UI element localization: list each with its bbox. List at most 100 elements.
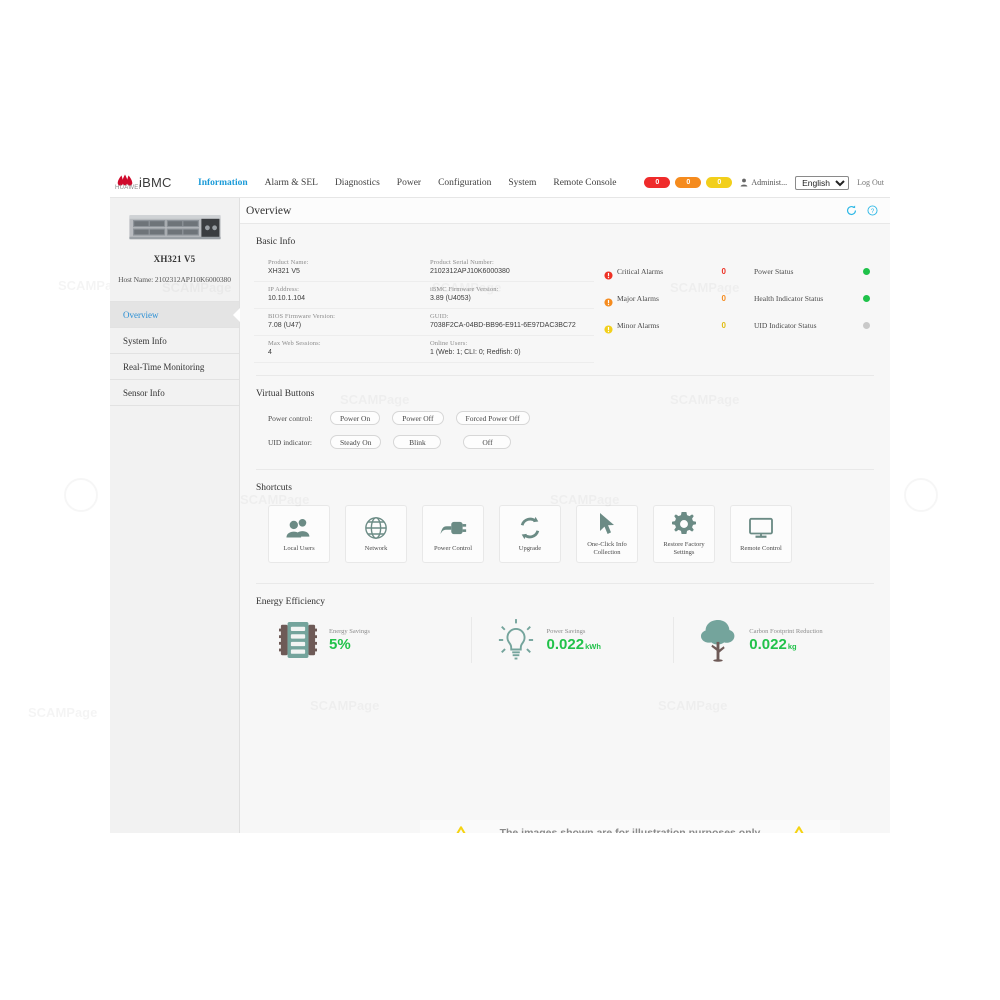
shortcut-label: Restore Factory Settings	[663, 540, 705, 556]
nav-item-remote-console[interactable]: Remote Console	[553, 177, 617, 188]
bulb-icon	[494, 617, 538, 663]
steady-on-button[interactable]: Steady On	[330, 435, 382, 449]
field-label: Product Name:	[268, 259, 309, 266]
field-value: 7038F2CA-04BD-BB96-E911-6E97DAC3BC72	[430, 322, 576, 329]
shortcut-restore-factory-settings[interactable]: Restore Factory Settings	[653, 505, 715, 563]
energy-metric-value: 0.022kWh	[547, 636, 601, 653]
field-value: 2102312APJ10K6000380	[430, 268, 510, 275]
host-name: Host Name: 2102312APJ10K6000380	[118, 275, 231, 284]
minor-alarms-group[interactable]: Minor Alarms 0	[604, 321, 754, 334]
basic-info-row: IP Address: 10.10.1.104 iBMC Firmware Ve…	[254, 282, 594, 309]
critical-alarm-badge[interactable]: 0	[644, 177, 671, 188]
field-label: Online Users:	[430, 340, 468, 347]
status-count: 0	[721, 321, 726, 330]
user-menu[interactable]: Administ...	[740, 178, 787, 187]
sidebar-item-sensor-info[interactable]: Sensor Info	[110, 380, 239, 406]
sidebar-item-overview[interactable]: Overview	[110, 302, 240, 328]
uid-indicator-label: UID indicator:	[268, 437, 312, 447]
tree-icon	[696, 617, 740, 663]
field-guid: GUID: 7038F2CA-04BD-BB96-E911-6E97DAC3BC…	[430, 313, 592, 331]
ibmc-app-window: SCAMPage SCAMPage SCAMPage SCAMPage SCAM…	[110, 168, 890, 833]
shortcut-label: Upgrade	[518, 544, 542, 552]
logout-link[interactable]: Log Out	[857, 178, 884, 187]
left-sidebar: XH321 V5 Host Name: 2102312APJ10K6000380…	[110, 198, 240, 833]
field-online-users: Online Users: 1 (Web: 1; CLI: 0; Redfish…	[430, 340, 592, 358]
energy-savings-text: Energy Savings 5%	[329, 628, 370, 653]
sidebar-item-real-time-monitoring[interactable]: Real-Time Monitoring	[110, 354, 239, 380]
nav-item-alarm-sel[interactable]: Alarm & SEL	[264, 177, 318, 188]
status-label: Major Alarms	[617, 294, 659, 303]
gear-icon	[672, 511, 696, 537]
section-divider	[256, 375, 874, 376]
status-row: Minor Alarms 0 UID Indicator Status	[604, 312, 876, 339]
shortcut-label: Power Control	[433, 544, 473, 552]
status-count: 0	[721, 267, 726, 276]
shortcut-one-click-info-collection[interactable]: One-Click Info Collection	[576, 505, 638, 563]
section-divider	[256, 583, 874, 584]
major-alarms-group[interactable]: Major Alarms 0	[604, 294, 754, 307]
nav-item-system[interactable]: System	[508, 177, 537, 188]
minor-alarm-badge[interactable]: 0	[706, 177, 733, 188]
critical-alarms-group[interactable]: Critical Alarms 0	[604, 267, 754, 280]
critical-alarm-icon	[604, 267, 613, 280]
status-label: UID Indicator Status	[754, 321, 817, 330]
watermark-ring-1	[64, 478, 98, 512]
globe-icon	[364, 515, 388, 541]
shortcut-label: Remote Control	[740, 544, 782, 552]
field-label: Max Web Sessions:	[268, 340, 321, 347]
field-value: 10.10.1.104	[268, 295, 305, 302]
power-off-button[interactable]: Power Off	[392, 411, 444, 425]
carbon-footprint-cell: Carbon Footprint Reduction 0.022kg	[673, 617, 876, 663]
nav-item-power[interactable]: Power	[396, 177, 422, 188]
plug-icon	[439, 515, 467, 541]
shortcut-upgrade[interactable]: Upgrade	[499, 505, 561, 563]
energy-metric-label: Carbon Footprint Reduction	[749, 627, 823, 635]
page-header: Overview ?	[240, 198, 890, 224]
shortcut-power-control[interactable]: Power Control	[422, 505, 484, 563]
status-label: Minor Alarms	[617, 321, 660, 330]
basic-info-row: Max Web Sessions: 4 Online Users: 1 (Web…	[254, 336, 594, 363]
power-control-row: Power control: Power On Power Off Forced…	[254, 411, 876, 425]
brand-logo: HUAWEI iBMC	[110, 173, 198, 193]
watermark-ring-2	[904, 478, 938, 512]
metric-number: 0.022	[546, 635, 585, 653]
status-label: Critical Alarms	[617, 267, 664, 276]
major-alarm-badge[interactable]: 0	[675, 177, 702, 188]
field-bios-firmware-version: BIOS Firmware Version: 7.08 (U47)	[268, 313, 430, 331]
nav-item-information[interactable]: Information	[198, 177, 248, 188]
power-savings-cell: Power Savings 0.022kWh	[470, 617, 674, 663]
nav-item-configuration[interactable]: Configuration	[438, 177, 492, 188]
forced-power-off-button[interactable]: Forced Power Off	[455, 411, 530, 425]
energy-metric-value: 5%	[329, 636, 370, 653]
field-label: iBMC Firmware Version:	[430, 286, 499, 293]
minor-alarm-icon	[604, 321, 613, 334]
sidebar-item-system-info[interactable]: System Info	[110, 328, 239, 354]
power-savings-text: Power Savings 0.022kWh	[547, 628, 601, 653]
uid-off-button[interactable]: Off	[463, 435, 512, 449]
shortcuts-row: Local Users Network	[254, 505, 876, 563]
cursor-icon	[597, 511, 617, 537]
power-on-button[interactable]: Power On	[330, 411, 381, 425]
app-body: XH321 V5 Host Name: 2102312APJ10K6000380…	[110, 198, 890, 833]
field-label: GUID:	[430, 313, 449, 320]
disclaimer-text: The images shown are for illustration pu…	[493, 826, 767, 833]
shortcut-remote-control[interactable]: Remote Control	[730, 505, 792, 563]
basic-info-title: Basic Info	[256, 237, 296, 247]
metric-unit: kWh	[585, 641, 601, 651]
field-product-name: Product Name: XH321 V5	[268, 259, 430, 277]
help-icon[interactable]: ?	[867, 205, 878, 216]
blink-button[interactable]: Blink	[393, 435, 442, 449]
energy-metric-label: Energy Savings	[329, 627, 370, 635]
field-label: Product Serial Number:	[430, 259, 494, 266]
shortcut-network[interactable]: Network	[345, 505, 407, 563]
refresh-icon[interactable]	[846, 205, 857, 216]
metric-unit: kg	[787, 641, 797, 651]
nav-item-diagnostics[interactable]: Diagnostics	[334, 177, 380, 188]
shortcut-local-users[interactable]: Local Users	[268, 505, 330, 563]
basic-info-section: Product Name: XH321 V5 Product Serial Nu…	[254, 255, 876, 363]
status-count: 0	[721, 294, 726, 303]
sidebar-item-label: System Info	[123, 335, 167, 346]
language-select[interactable]: English	[795, 175, 850, 190]
field-ip-address: IP Address: 10.10.1.104	[268, 286, 430, 304]
energy-metric-value: 0.022kg	[749, 636, 822, 653]
